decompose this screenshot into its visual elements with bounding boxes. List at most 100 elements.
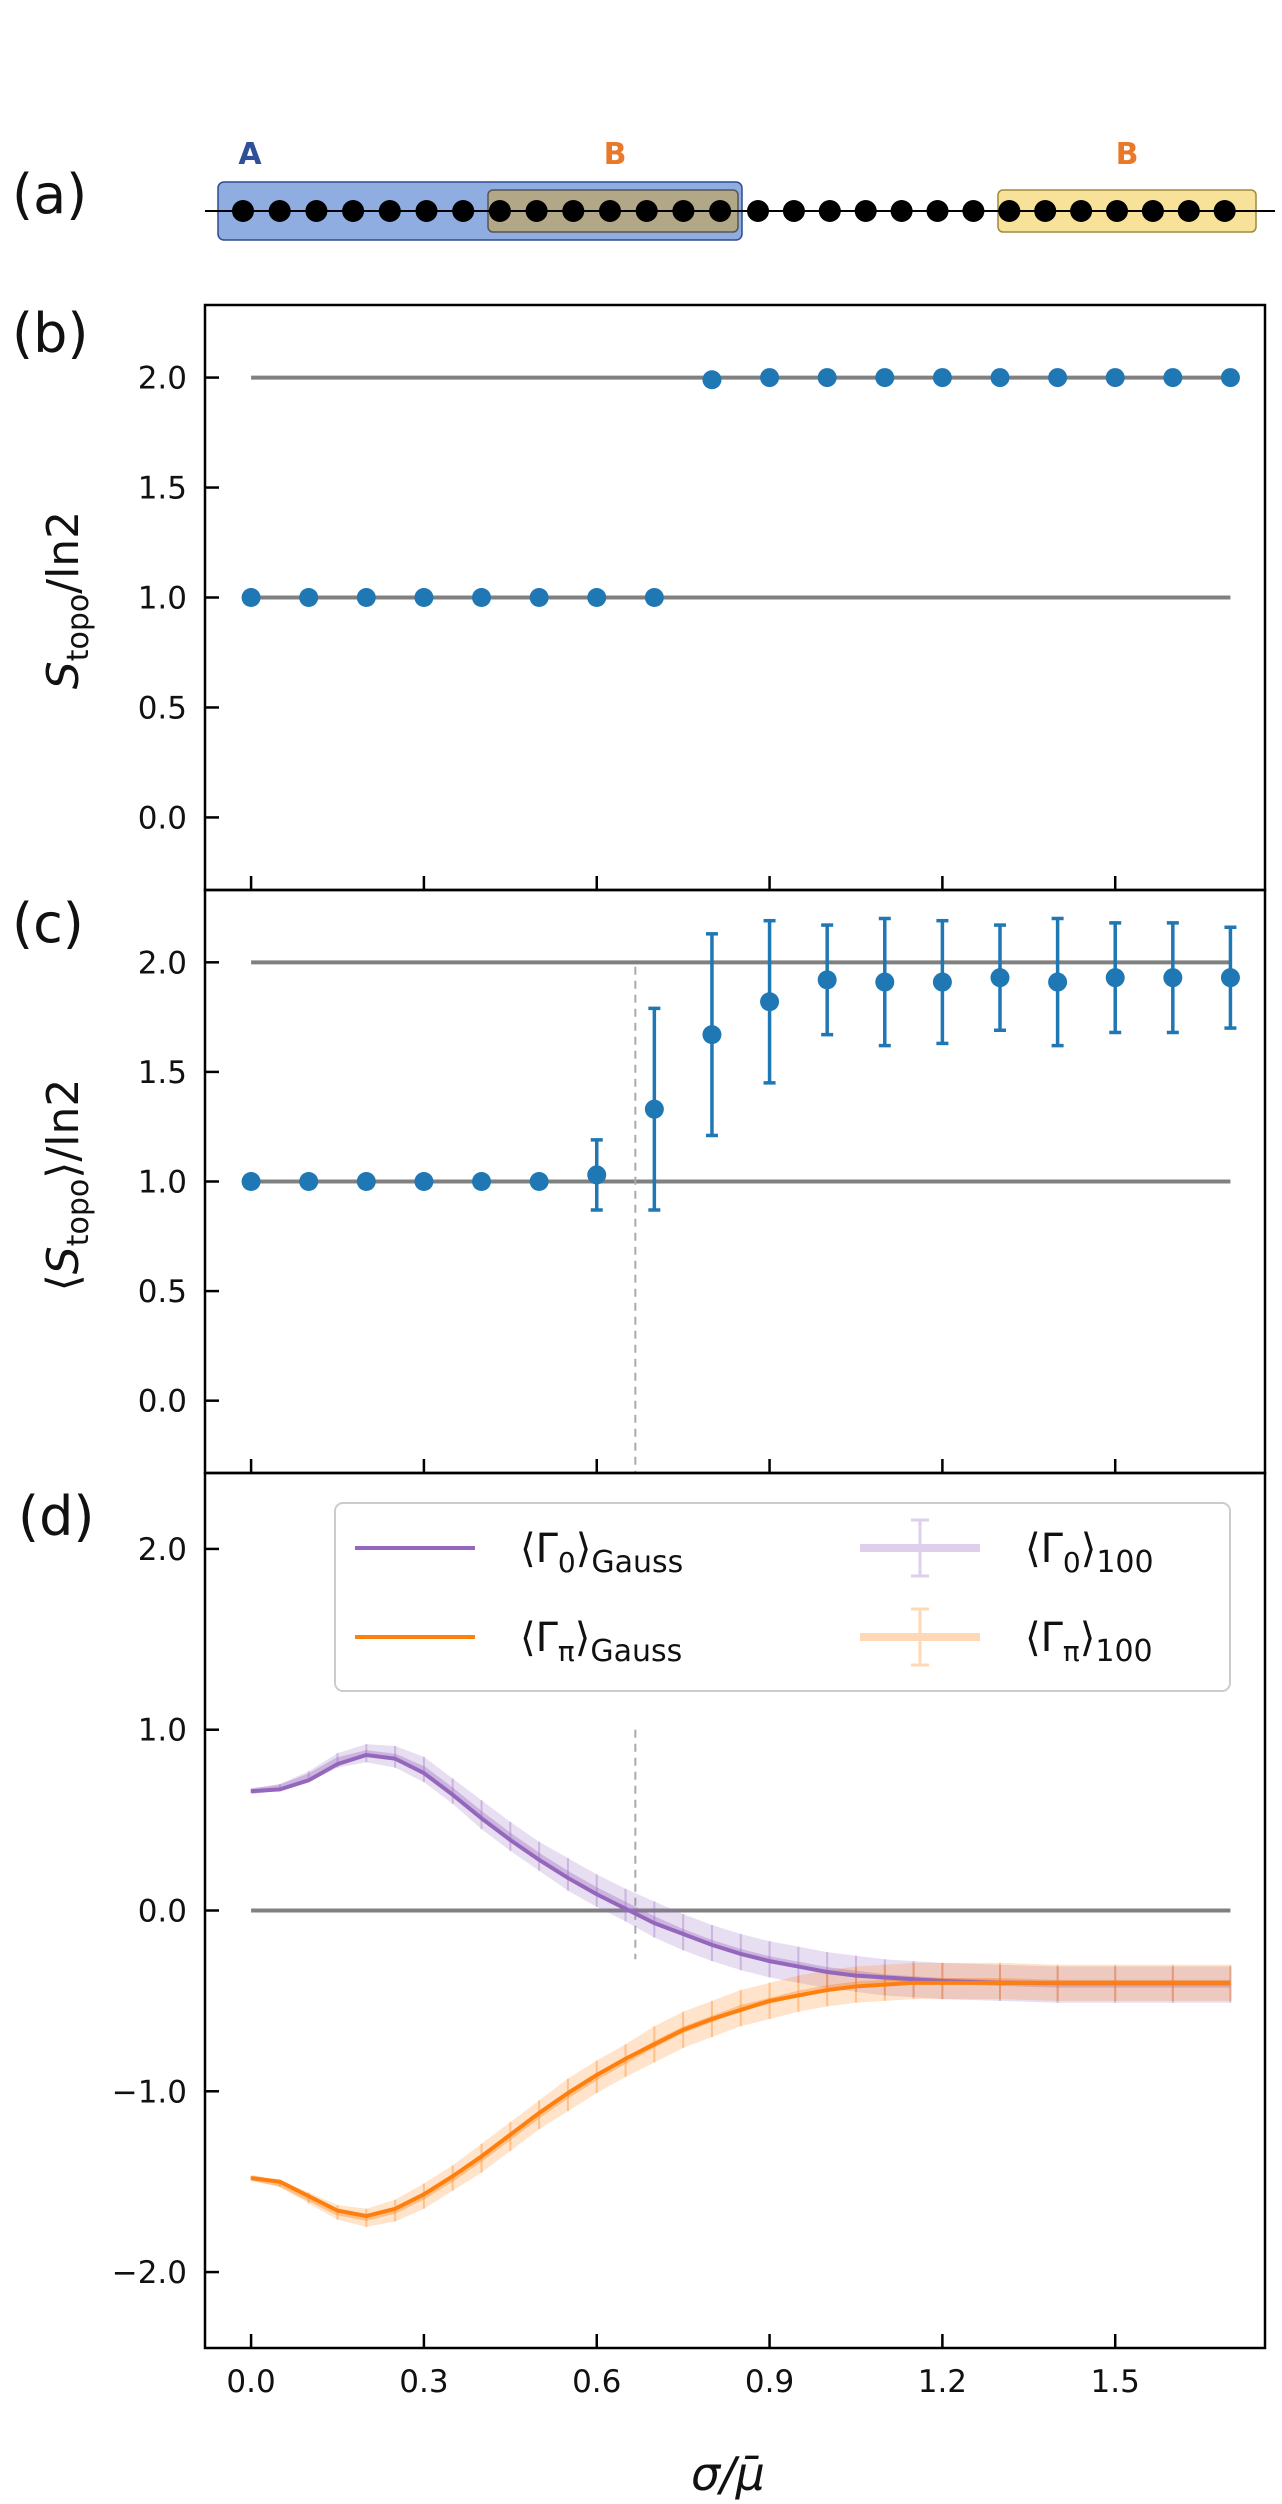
point-c-6 <box>587 1165 607 1185</box>
chain-site-22 <box>1034 200 1057 222</box>
legend-swatch-gpi-100 <box>860 1607 980 1667</box>
chain-site-1 <box>268 200 291 222</box>
point-c-5 <box>529 1172 549 1191</box>
point-c-9 <box>760 992 780 1012</box>
point-b-4 <box>472 588 492 607</box>
legend-label-g0-gauss: ⟨Γ0⟩Gauss <box>520 1526 683 1580</box>
y-tick-label-c-3: 1.5 <box>138 1055 187 1091</box>
point-b-1 <box>299 588 319 607</box>
chain-site-20 <box>962 200 985 222</box>
chain-site-16 <box>818 200 841 222</box>
chain-site-5 <box>415 200 438 222</box>
panel-label-d: (d) <box>18 1485 94 1548</box>
point-c-1 <box>299 1172 319 1191</box>
chain-site-4 <box>378 200 401 222</box>
region-a-label: A <box>238 137 262 172</box>
panel-label-b: (b) <box>12 302 88 365</box>
point-c-12 <box>932 972 952 992</box>
x-tick-label-0: 0.0 <box>226 2364 275 2400</box>
chain-site-24 <box>1106 200 1128 222</box>
axes-c: 0.0 0.5 1.0 1.5 2.0 <box>138 888 1267 1475</box>
y-tick-label-d-4: 2.0 <box>138 1532 187 1568</box>
point-b-5 <box>529 588 549 607</box>
y-tick-label-c-0: 0.0 <box>138 1384 187 1420</box>
legend-swatch-g0-100 <box>860 1518 980 1578</box>
x-axis-label: σ/μ̄ <box>691 2447 765 2501</box>
y-tick-label-d-3: 1.0 <box>138 1713 187 1749</box>
chain-site-19 <box>926 200 949 222</box>
chain-sites <box>232 200 1236 222</box>
x-tick-label-1: 0.3 <box>399 2364 448 2400</box>
point-c-16 <box>1163 968 1183 988</box>
chain-site-13 <box>709 200 732 222</box>
legend-frame <box>334 1502 1231 1692</box>
y-tick-label-b-3: 1.5 <box>138 471 187 507</box>
error-series-2 <box>250 1744 1232 2003</box>
y-axis-label-c: ⟨Stopo⟩/ln2 <box>38 1079 96 1292</box>
chain-site-0 <box>232 200 254 222</box>
y-tick-label-d-1: −1.0 <box>112 2074 187 2110</box>
error-band-3 <box>251 1962 1231 2227</box>
y-tick-label-b-1: 0.5 <box>138 690 187 726</box>
point-b-13 <box>990 368 1010 388</box>
chain-diagram: A B B <box>205 137 1275 241</box>
panel-label-c: (c) <box>12 892 84 955</box>
panel-label-a: (a) <box>12 163 87 226</box>
x-tick-label-2: 0.6 <box>572 2364 621 2400</box>
y-tick-label-d-0: −2.0 <box>112 2255 187 2291</box>
chain-site-25 <box>1141 200 1164 222</box>
point-b-11 <box>875 368 895 388</box>
axes-d: 0.0 0.3 0.6 0.9 1.2 1.5 −2.0 −1.0 0.0 1.0 2.0 <box>112 1471 1267 2400</box>
point-b-0 <box>241 588 261 607</box>
chain-site-26 <box>1177 200 1200 222</box>
chain-site-12 <box>672 200 695 222</box>
x-tick-label-3: 0.9 <box>745 2364 794 2400</box>
legend-label-gpi-100: ⟨Γπ⟩100 <box>1025 1615 1153 1669</box>
point-c-17 <box>1220 968 1240 988</box>
point-b-2 <box>356 588 376 607</box>
point-c-8 <box>702 1025 722 1045</box>
chain-site-15 <box>782 200 805 222</box>
chain-site-23 <box>1070 200 1093 222</box>
chain-site-6 <box>452 200 475 222</box>
chain-site-8 <box>525 200 548 222</box>
point-b-12 <box>932 368 952 388</box>
point-b-17 <box>1220 368 1240 388</box>
y-tick-label-b-4: 2.0 <box>138 361 187 397</box>
region-b-label-left: B <box>604 137 627 172</box>
point-b-9 <box>760 368 780 388</box>
point-b-16 <box>1163 368 1183 388</box>
legend-label-gpi-gauss: ⟨Γπ⟩Gauss <box>520 1615 682 1669</box>
point-c-4 <box>472 1172 492 1191</box>
point-c-10 <box>817 970 837 990</box>
point-b-14 <box>1048 368 1068 388</box>
chain-site-10 <box>599 200 621 222</box>
y-tick-label-b-0: 0.0 <box>138 800 187 836</box>
error-band-2 <box>251 1744 1231 2003</box>
point-c-7 <box>644 1099 664 1119</box>
y-tick-label-c-4: 2.0 <box>138 945 187 981</box>
y-axis-label-b: Stopo/ln2 <box>38 511 96 689</box>
point-b-7 <box>644 588 664 607</box>
point-c-14 <box>1048 972 1068 992</box>
point-c-3 <box>414 1172 434 1191</box>
y-tick-label-b-2: 1.0 <box>138 581 187 617</box>
legend-label-g0-100: ⟨Γ0⟩100 <box>1025 1526 1154 1580</box>
chain-site-11 <box>635 200 658 222</box>
point-b-8 <box>702 370 722 390</box>
chain-site-21 <box>998 200 1021 222</box>
chain-site-7 <box>488 200 511 222</box>
y-tick-label-c-1: 0.5 <box>138 1274 187 1310</box>
point-c-0 <box>241 1172 261 1191</box>
chain-site-2 <box>305 200 328 222</box>
y-tick-label-c-2: 1.0 <box>138 1165 187 1201</box>
error-series-line-2 <box>250 1750 1231 1988</box>
chain-site-3 <box>342 200 365 222</box>
chain-site-9 <box>562 200 585 222</box>
chain-site-14 <box>747 200 769 222</box>
x-tick-label-5: 1.5 <box>1091 2364 1140 2400</box>
y-tick-label-d-2: 0.0 <box>138 1894 187 1930</box>
point-b-3 <box>414 588 434 607</box>
axes-b: 0.0 0.5 1.0 1.5 2.0 <box>138 303 1267 892</box>
